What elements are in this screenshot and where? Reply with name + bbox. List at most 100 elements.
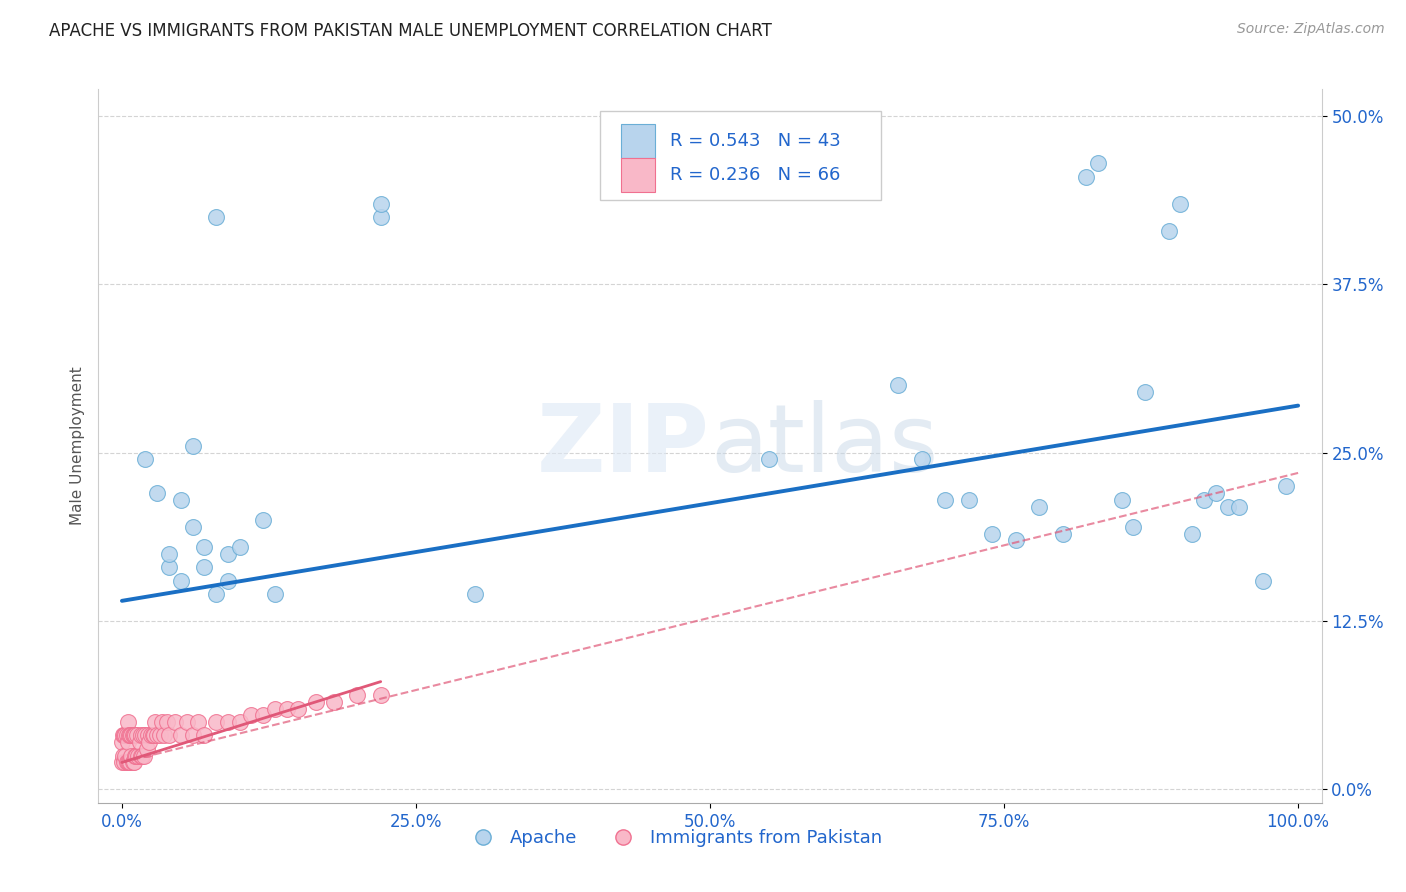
- Point: [121, 756, 143, 770]
- Point: [887, 378, 910, 392]
- Point: [911, 452, 934, 467]
- Point: [157, 547, 180, 561]
- Point: [131, 748, 153, 763]
- Point: [118, 756, 141, 770]
- Point: [205, 714, 228, 729]
- Point: [115, 756, 138, 770]
- Point: [120, 756, 142, 770]
- Point: [193, 560, 215, 574]
- Point: [187, 714, 209, 729]
- Point: [135, 742, 157, 756]
- Point: [981, 526, 1004, 541]
- Point: [1170, 196, 1192, 211]
- Point: [128, 735, 150, 749]
- Point: [1111, 492, 1133, 507]
- Point: [934, 492, 956, 507]
- Point: [170, 729, 193, 743]
- Point: [117, 756, 139, 770]
- Point: [127, 729, 149, 743]
- Point: [111, 756, 134, 770]
- Point: [163, 714, 186, 729]
- Point: [125, 748, 148, 763]
- Point: [1076, 169, 1098, 184]
- Text: atlas: atlas: [710, 400, 938, 492]
- Point: [143, 714, 166, 729]
- Legend: Apache, Immigrants from Pakistan: Apache, Immigrants from Pakistan: [458, 822, 889, 855]
- Point: [1216, 500, 1239, 514]
- Point: [181, 520, 204, 534]
- Point: [111, 735, 134, 749]
- Point: [120, 748, 142, 763]
- Point: [252, 513, 274, 527]
- Point: [117, 714, 139, 729]
- Point: [142, 729, 165, 743]
- Point: [322, 695, 344, 709]
- Point: [112, 729, 135, 743]
- Point: [122, 756, 145, 770]
- Point: [114, 729, 136, 743]
- Point: [134, 729, 156, 743]
- Point: [193, 729, 215, 743]
- Bar: [620, 124, 655, 159]
- Point: [153, 729, 176, 743]
- Point: [287, 701, 309, 715]
- Point: [217, 714, 239, 729]
- Point: [146, 486, 169, 500]
- Point: [132, 729, 155, 743]
- Point: [346, 688, 368, 702]
- Point: [134, 452, 156, 467]
- Point: [134, 748, 156, 763]
- Point: [120, 729, 142, 743]
- Point: [1181, 526, 1204, 541]
- Point: [141, 729, 163, 743]
- Point: [120, 729, 142, 743]
- Point: [1087, 156, 1109, 170]
- Point: [170, 492, 193, 507]
- Point: [112, 729, 135, 743]
- Point: [1157, 223, 1180, 237]
- Point: [149, 729, 172, 743]
- Point: [252, 708, 274, 723]
- FancyBboxPatch shape: [600, 111, 882, 200]
- Text: R = 0.543   N = 43: R = 0.543 N = 43: [669, 132, 841, 150]
- Point: [157, 729, 180, 743]
- Point: [370, 688, 392, 702]
- Point: [240, 708, 263, 723]
- Point: [141, 729, 163, 743]
- Point: [370, 210, 392, 224]
- Point: [276, 701, 298, 715]
- Point: [305, 695, 328, 709]
- Point: [758, 452, 780, 467]
- Point: [112, 748, 135, 763]
- Point: [112, 756, 135, 770]
- Point: [1052, 526, 1074, 541]
- Y-axis label: Male Unemployment: Male Unemployment: [69, 367, 84, 525]
- Point: [127, 748, 149, 763]
- Point: [263, 587, 285, 601]
- Point: [1227, 500, 1250, 514]
- Point: [263, 701, 285, 715]
- Point: [121, 729, 143, 743]
- Point: [146, 729, 169, 743]
- Point: [156, 714, 179, 729]
- Point: [117, 735, 139, 749]
- Point: [136, 729, 159, 743]
- Point: [129, 729, 152, 743]
- Point: [228, 714, 250, 729]
- Point: [1135, 385, 1157, 400]
- Point: [176, 714, 198, 729]
- Point: [1122, 520, 1144, 534]
- Text: ZIP: ZIP: [537, 400, 710, 492]
- Point: [205, 587, 228, 601]
- Point: [1251, 574, 1274, 588]
- Point: [157, 560, 180, 574]
- Point: [124, 748, 146, 763]
- Point: [118, 729, 141, 743]
- Point: [228, 540, 250, 554]
- Point: [181, 439, 204, 453]
- Point: [1004, 533, 1026, 548]
- Point: [1028, 500, 1050, 514]
- Text: APACHE VS IMMIGRANTS FROM PAKISTAN MALE UNEMPLOYMENT CORRELATION CHART: APACHE VS IMMIGRANTS FROM PAKISTAN MALE …: [49, 22, 772, 40]
- Point: [122, 729, 145, 743]
- Point: [370, 196, 392, 211]
